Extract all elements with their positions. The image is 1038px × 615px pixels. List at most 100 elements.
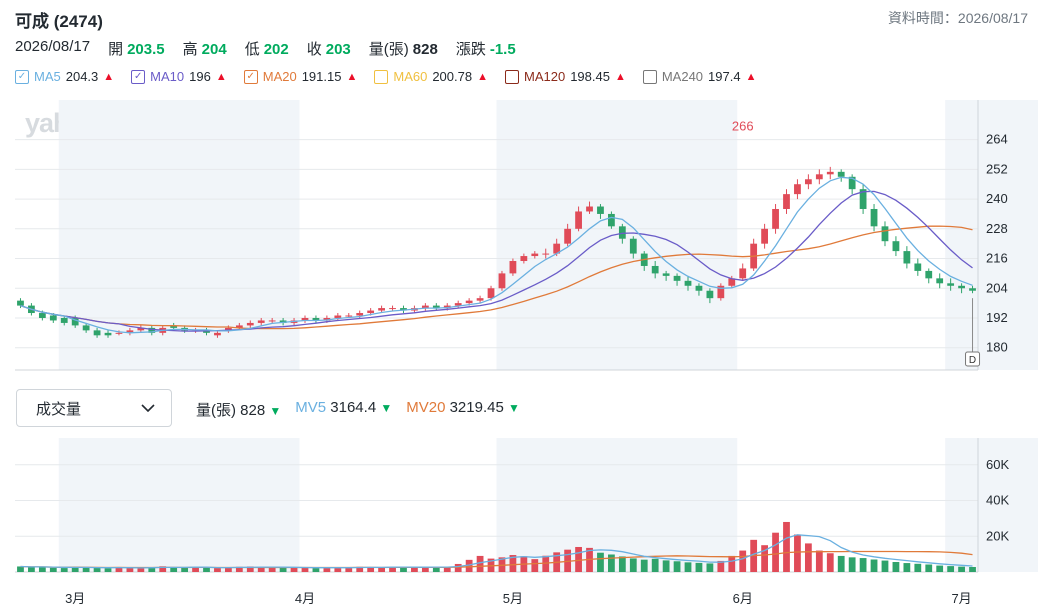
ma-value: 204.3 (65, 69, 99, 84)
candle-body (564, 228, 572, 244)
quote-row: 2026/08/17 開 203.5 高 204 低 202 收 203 量(張) 828… (15, 38, 516, 59)
volume-bar (49, 567, 57, 572)
candle-body (695, 285, 703, 291)
volume-bar (279, 567, 287, 572)
checkbox-icon[interactable] (504, 69, 519, 84)
candle-body (717, 285, 725, 299)
ma-legend-ma10[interactable]: ✓ MA10 196 ▲ (131, 69, 227, 84)
candle-body (170, 325, 178, 328)
volume-toolbar: 成交量 量(張) 828 ▼ MV5 3164.4 ▼ MV20 3219.45… (0, 386, 1038, 430)
y-tick-label: 192 (986, 310, 1008, 325)
checkbox-icon[interactable]: ✓ (243, 69, 258, 84)
candle-body (618, 226, 626, 239)
volume-bar (662, 560, 670, 572)
volume-bar (903, 563, 911, 572)
volume-legend: 量(張) 828 ▼ MV5 3164.4 ▼ MV20 3219.45 ▼ (196, 399, 520, 420)
volume-bar (651, 558, 659, 572)
volume-bar (203, 567, 210, 572)
ma-legend-ma120[interactable]: MA120 198.45 ▲ (504, 69, 626, 84)
volume-bar (859, 558, 867, 572)
volume-bar (947, 566, 955, 572)
volume-tick-label: 20K (986, 528, 1009, 543)
ma5-line (20, 176, 973, 334)
quote-low: 低 202 (245, 38, 289, 59)
open-label: 開 (108, 41, 124, 58)
candlestick-chart[interactable]: 180192204216228240252264266177D (0, 95, 1038, 380)
ma-value: 191.15 (301, 69, 342, 84)
candle-body (268, 320, 276, 322)
volume-bar (159, 566, 167, 572)
volume-bar (214, 568, 221, 572)
y-tick-label: 264 (986, 132, 1008, 147)
candle-body (389, 308, 396, 310)
ma-label: MA60 (393, 69, 428, 84)
down-arrow-icon: ▼ (269, 404, 282, 418)
volume-bar (421, 567, 429, 572)
low-value: 202 (263, 41, 289, 58)
candle-body (421, 305, 429, 309)
ma-legend-ma5[interactable]: ✓ MA5 204.3 ▲ (15, 69, 114, 84)
candle-body (848, 176, 856, 190)
volume-bar (246, 566, 254, 572)
volume-bar (432, 567, 440, 572)
candle-body (892, 241, 900, 252)
high-label: 高 (182, 41, 198, 58)
candle-body (115, 332, 123, 334)
volume-bar (826, 553, 834, 572)
volume-bar (323, 567, 331, 572)
month-shade (58, 438, 300, 572)
volume-bar (389, 566, 396, 572)
candle-body (214, 332, 221, 336)
ma-label: MA10 (150, 69, 185, 84)
y-tick-label: 252 (986, 161, 1008, 176)
candle-body (509, 261, 517, 274)
volume-bar (290, 567, 298, 572)
candle-body (520, 256, 528, 262)
volume-bar (892, 561, 900, 572)
volume-bar (783, 521, 790, 572)
candle-body (586, 206, 593, 212)
volume-bar (257, 567, 265, 572)
checkbox-icon[interactable]: ✓ (15, 69, 29, 84)
month-label: 4月 (295, 591, 315, 606)
candle-body (597, 206, 604, 214)
ma-legend-ma60[interactable]: MA60 200.78 ▲ (374, 69, 488, 84)
candle-body (235, 325, 243, 328)
mv5-line (20, 534, 973, 569)
month-label: 7月 (951, 591, 971, 606)
volume-bar (411, 567, 418, 572)
volume-tick-label: 60K (986, 457, 1009, 472)
up-arrow-icon: ▲ (215, 70, 227, 83)
candle-body (476, 298, 484, 301)
volume-bar (925, 564, 933, 572)
candle-body (575, 211, 582, 229)
volume-bar (378, 567, 385, 572)
ma-label: MA120 (523, 69, 566, 84)
candle-body (728, 278, 736, 286)
volume-bar (531, 559, 539, 572)
candle-body (498, 273, 506, 289)
quote-volume: 量(張) 828 (369, 38, 438, 59)
checkbox-icon[interactable]: ✓ (131, 69, 146, 84)
candle-body (312, 317, 320, 321)
volume-bar (761, 545, 769, 572)
candle-body (925, 270, 933, 279)
y-tick-label: 204 (986, 280, 1008, 295)
down-arrow-icon: ▼ (508, 401, 520, 415)
volume-bar (640, 559, 648, 572)
volume-bar (575, 546, 582, 572)
checkbox-icon[interactable] (642, 69, 657, 84)
indicator-dropdown[interactable]: 成交量 (16, 389, 172, 427)
ma-legend-ma240[interactable]: MA240 197.4 ▲ (642, 69, 756, 84)
candle-body (914, 263, 922, 271)
volume-bar (28, 567, 35, 572)
volume-bar (629, 558, 637, 572)
candle-body (706, 290, 714, 299)
volume-bar (334, 567, 342, 572)
volume-bar (476, 555, 484, 572)
volume-chart[interactable]: 20K40K60K3月4月5月6月7月8月 (0, 430, 1038, 615)
checkbox-icon[interactable] (374, 69, 389, 84)
candle-body (257, 320, 265, 323)
ma-legend-ma20[interactable]: ✓ MA20 191.15 ▲ (243, 69, 357, 84)
candle-body (947, 283, 955, 286)
